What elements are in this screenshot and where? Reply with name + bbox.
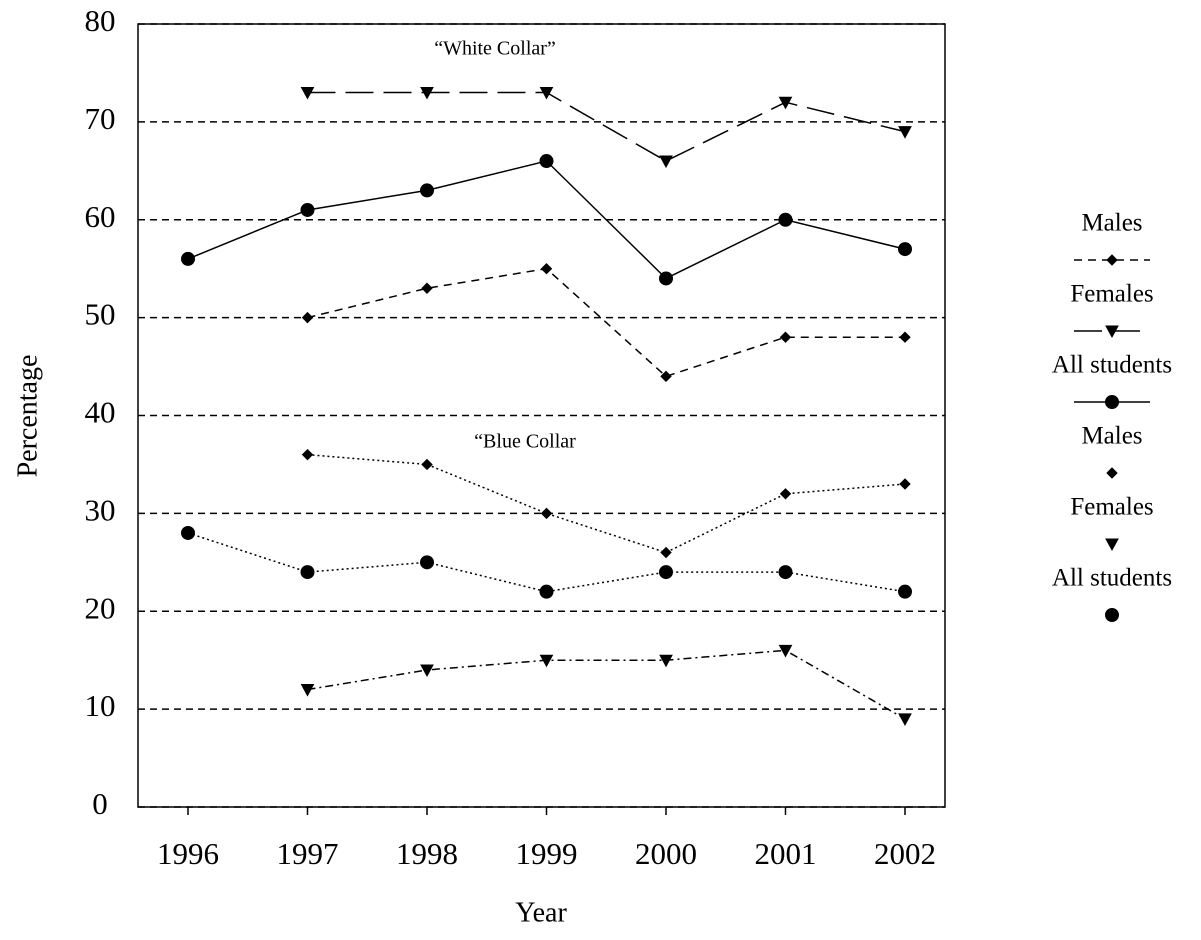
data-point — [539, 87, 554, 100]
series-line — [307, 649, 906, 720]
data-point — [181, 525, 195, 540]
legend-marker — [1105, 538, 1119, 552]
data-point — [540, 262, 553, 275]
legend-marker — [1106, 254, 1118, 266]
legend-label: All students — [1052, 565, 1172, 592]
data-point — [899, 478, 911, 490]
data-point — [539, 154, 554, 169]
x-tick-label: 1997 — [277, 836, 339, 871]
data-point — [779, 488, 792, 500]
data-point — [778, 212, 793, 227]
series-line — [187, 532, 906, 593]
data-point — [420, 183, 434, 198]
data-point — [659, 271, 673, 286]
legend-label: Females — [1070, 494, 1153, 521]
legend-marker — [1105, 608, 1119, 622]
y-tick-label: 70 — [85, 101, 116, 136]
data-point — [181, 251, 195, 266]
legend-label: Females — [1070, 281, 1153, 308]
data-point — [420, 555, 434, 570]
y-tick-label: 50 — [85, 297, 116, 332]
data-point — [779, 331, 792, 343]
y-tick-label: 40 — [85, 395, 116, 430]
x-tick-label: 1999 — [516, 836, 578, 871]
data-point — [421, 458, 433, 471]
legend-marker — [1106, 467, 1118, 479]
data-point — [778, 565, 793, 580]
series-line — [307, 453, 906, 554]
x-tick-label: 2001 — [755, 836, 817, 871]
y-tick-label: 80 — [85, 3, 116, 38]
y-tick-label: 60 — [85, 199, 116, 234]
y-tick-label: 0 — [92, 786, 108, 821]
x-tick-label: 1996 — [157, 836, 219, 871]
legend-label: Males — [1081, 210, 1142, 237]
x-axis-label: Year — [515, 897, 567, 928]
series-line — [307, 91, 906, 162]
data-point — [899, 331, 911, 343]
data-point — [420, 87, 434, 100]
data-point — [659, 155, 673, 169]
data-point — [540, 507, 553, 520]
data-point — [660, 546, 672, 559]
data-point — [898, 713, 912, 726]
data-point — [778, 96, 793, 110]
data-point — [301, 311, 314, 324]
data-point — [659, 654, 673, 668]
annotation: “Blue Collar — [474, 431, 576, 453]
data-point — [300, 202, 315, 217]
plot-frame — [137, 23, 946, 808]
data-point — [898, 242, 912, 257]
data-point — [420, 664, 434, 678]
x-tick-label: 2000 — [635, 836, 697, 871]
data-point — [778, 644, 793, 658]
series-line — [307, 267, 905, 378]
data-point — [539, 584, 554, 599]
data-point — [660, 370, 672, 383]
data-point — [300, 684, 315, 697]
x-tick-label: 2002 — [874, 836, 936, 871]
data-point — [301, 448, 314, 461]
y-axis-label: Percentage — [12, 355, 43, 478]
annotation: “White Collar” — [434, 38, 556, 60]
legend-marker — [1105, 395, 1119, 409]
y-tick-label: 20 — [85, 590, 116, 625]
data-point — [300, 565, 315, 580]
y-tick-label: 10 — [85, 688, 116, 723]
data-point — [300, 87, 315, 100]
data-point — [898, 126, 912, 139]
data-point — [898, 584, 912, 599]
legend-marker — [1105, 325, 1119, 339]
data-point — [539, 654, 554, 668]
data-point — [421, 282, 433, 294]
legend-label: All students — [1052, 352, 1172, 379]
data-point — [659, 565, 673, 580]
legend-label: Males — [1081, 423, 1142, 450]
y-tick-label: 30 — [85, 492, 116, 527]
x-tick-label: 1998 — [396, 836, 458, 871]
